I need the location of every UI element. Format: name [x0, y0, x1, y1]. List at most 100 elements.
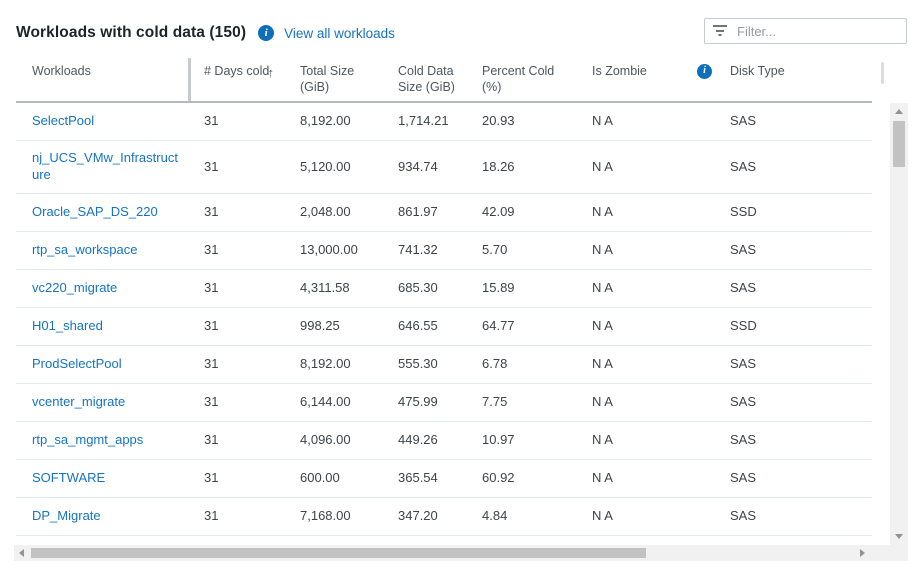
workload-link[interactable]: Oracle_SAP_DS_220: [32, 204, 158, 220]
column-header-is-zombie-label: Is Zombie: [592, 64, 647, 78]
days-cold-cell: 31: [204, 394, 219, 410]
column-header-disk-type-label: Disk Type: [730, 64, 785, 78]
disk-type-cell: SAS: [730, 508, 757, 524]
total-size-cell: 7,168.00: [300, 508, 351, 524]
column-header-cold-data-size[interactable]: Cold Data Size (GiB): [398, 64, 455, 94]
column-header-disk-type[interactable]: Disk Type: [714, 58, 884, 101]
percent-cold-cell: 15.89: [482, 280, 515, 296]
total-size-cell: 998.25: [300, 318, 340, 334]
title-info-icon[interactable]: i: [258, 25, 275, 41]
is-zombie-cell: N A: [592, 158, 613, 174]
workload-cell: SelectPool: [16, 104, 188, 139]
is-zombie-cell: N A: [592, 432, 613, 448]
days-cold-cell: 31: [204, 204, 219, 220]
column-header-days-cold-label: # Days cold: [204, 64, 270, 78]
workload-link[interactable]: ProdSelectPool: [32, 356, 122, 372]
cold-data-size-cell: 861.97: [398, 204, 438, 220]
total-size-cell: 13,000.00: [300, 242, 358, 258]
sort-ascending-icon[interactable]: ↑: [267, 65, 275, 80]
scroll-right-icon[interactable]: [860, 549, 865, 557]
cold-data-size-cell: 347.20: [398, 508, 438, 524]
table-row: ProdSelectPool 31 8,192.00 555.30 6.78 N…: [16, 346, 872, 385]
is-zombie-cell: N A: [592, 242, 613, 258]
percent-cold-cell: 20.93: [482, 113, 515, 129]
percent-cold-cell: 10.97: [482, 432, 515, 448]
cold-data-size-cell: 365.54: [398, 470, 438, 486]
is-zombie-cell: N A: [592, 280, 613, 296]
percent-cold-cell: 64.77: [482, 318, 515, 334]
table-row: SOFTWARE 31 600.00 365.54 60.92 N A SAS: [16, 460, 872, 499]
cold-data-size-cell: 646.55: [398, 318, 438, 334]
column-header-total-size[interactable]: Total Size (GiB): [300, 64, 355, 94]
percent-cold-cell: 18.26: [482, 158, 515, 174]
workload-link[interactable]: nj_UCS_VMw_Infrastructure: [32, 150, 178, 183]
cold-data-size-cell: 1,714.21: [398, 113, 449, 129]
percent-cold-cell: 7.75: [482, 394, 508, 410]
disk-type-cell: SAS: [730, 394, 757, 410]
percent-cold-cell: 42.09: [482, 204, 515, 220]
workload-link[interactable]: H01_shared: [32, 318, 103, 334]
table-row: vc220_migrate 31 4,311.58 685.30 15.89 N…: [16, 270, 872, 309]
table-row: SelectPool 31 8,192.00 1,714.21 20.93 N …: [16, 103, 872, 142]
table-row: rtp_sa_mgmt_apps 31 4,096.00 449.26 10.9…: [16, 422, 872, 461]
table-body: SelectPool 31 8,192.00 1,714.21 20.93 N …: [16, 103, 872, 537]
total-size-cell: 600.00: [300, 470, 340, 486]
horizontal-scrollbar[interactable]: [14, 545, 890, 561]
total-size-cell: 2,048.00: [300, 204, 351, 220]
workloads-table: Workloads # Days cold ↑ Total Size (GiB)…: [16, 58, 884, 537]
workload-link[interactable]: rtp_sa_workspace: [32, 242, 138, 258]
workload-cell: Oracle_SAP_DS_220: [16, 195, 188, 230]
workload-cell: H01_shared: [16, 309, 188, 344]
disk-type-cell: SAS: [730, 470, 757, 486]
horizontal-scrollbar-thumb[interactable]: [31, 548, 646, 558]
scroll-up-icon[interactable]: [895, 109, 903, 114]
vertical-scrollbar-thumb[interactable]: [893, 121, 905, 167]
workload-cell: vcenter_migrate: [16, 385, 188, 420]
workload-cell: SOFTWARE: [16, 461, 188, 496]
is-zombie-cell: N A: [592, 470, 613, 486]
page-title: Workloads with cold data (150): [16, 24, 247, 41]
total-size-cell: 5,120.00: [300, 158, 351, 174]
cold-data-size-cell: 934.74: [398, 158, 438, 174]
days-cold-cell: 31: [204, 280, 219, 296]
table-row: nj_UCS_VMw_Infrastructure 31 5,120.00 93…: [16, 141, 872, 195]
filter-input[interactable]: [704, 18, 907, 44]
disk-type-cell: SAS: [730, 280, 757, 296]
vertical-scrollbar[interactable]: [890, 103, 908, 545]
days-cold-cell: 31: [204, 242, 219, 258]
workload-link[interactable]: SOFTWARE: [32, 470, 106, 486]
is-zombie-info-icon[interactable]: i: [697, 64, 712, 79]
column-header-is-zombie[interactable]: Is Zombie i: [576, 58, 714, 101]
workload-link[interactable]: SelectPool: [32, 113, 95, 129]
filter-box: [704, 18, 907, 44]
view-all-workloads-link[interactable]: View all workloads: [284, 25, 395, 41]
disk-type-cell: SAS: [730, 356, 757, 372]
column-header-days-cold[interactable]: # Days cold ↑: [188, 58, 284, 102]
scroll-down-icon[interactable]: [895, 534, 903, 539]
scroll-left-icon[interactable]: [19, 549, 24, 557]
scrollbar-corner: [890, 545, 908, 561]
table-header-row: Workloads # Days cold ↑ Total Size (GiB)…: [16, 58, 884, 104]
workload-link[interactable]: DP_Migrate: [32, 508, 101, 524]
total-size-cell: 4,311.58: [300, 280, 350, 296]
workload-link[interactable]: vc220_migrate: [32, 280, 118, 296]
total-size-cell: 6,144.00: [300, 394, 351, 410]
days-cold-cell: 31: [204, 158, 219, 174]
days-cold-cell: 31: [204, 318, 219, 334]
is-zombie-cell: N A: [592, 508, 613, 524]
workload-cell: nj_UCS_VMw_Infrastructure: [16, 141, 188, 193]
table-row: rtp_sa_workspace 31 13,000.00 741.32 5.7…: [16, 232, 872, 271]
table-row: DP_Migrate 31 7,168.00 347.20 4.84 N A S…: [16, 498, 872, 537]
workload-link[interactable]: rtp_sa_mgmt_apps: [32, 432, 144, 448]
disk-type-cell: SAS: [730, 113, 757, 129]
days-cold-cell: 31: [204, 113, 219, 129]
is-zombie-cell: N A: [592, 394, 613, 410]
column-header-workloads[interactable]: Workloads: [32, 64, 91, 78]
percent-cold-cell: 4.84: [482, 508, 508, 524]
clipped-column-divider: [881, 62, 884, 84]
days-cold-cell: 31: [204, 432, 219, 448]
percent-cold-cell: 5.70: [482, 242, 508, 258]
column-header-percent-cold[interactable]: Percent Cold (%): [482, 64, 555, 94]
workload-link[interactable]: vcenter_migrate: [32, 394, 126, 410]
